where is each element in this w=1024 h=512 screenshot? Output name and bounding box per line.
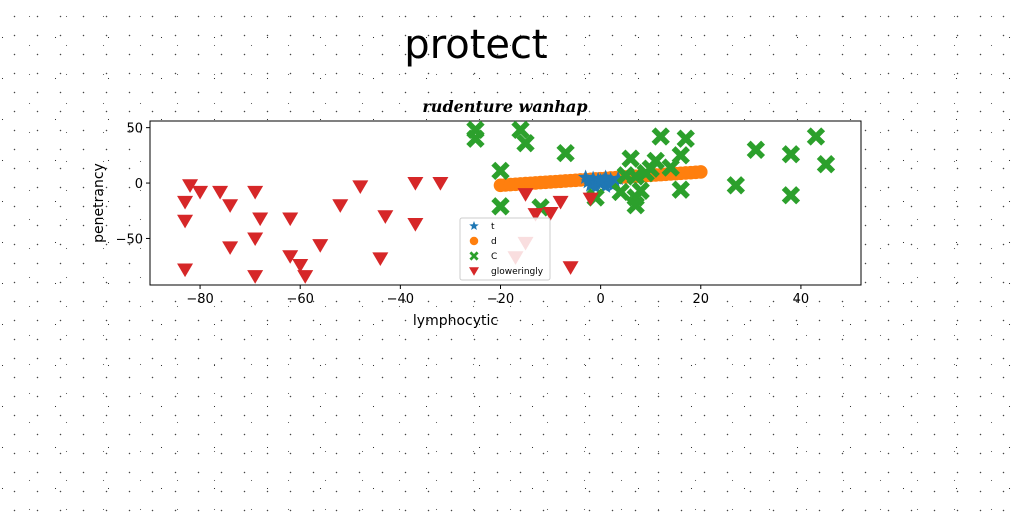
point-c [806,127,826,146]
x-axis-label: lymphocytic [413,313,498,329]
point-d [693,165,708,179]
point-t [578,169,594,184]
point-c [646,151,665,171]
x-tick-label: −60 [286,292,313,307]
point-gloweringly [432,177,449,191]
point-t [598,169,614,184]
y-tick-label: −50 [116,232,143,247]
point-gloweringly [222,199,239,213]
point-gloweringly [247,232,264,247]
point-c [676,129,695,148]
point-gloweringly [552,195,569,210]
x-tick-label: 0 [596,292,604,307]
legend-marker-gloweringly [469,267,479,276]
legend-marker-c [469,251,479,261]
chart-title: rudenture wanhap [422,97,587,116]
point-t [583,177,599,192]
point-gloweringly [252,212,269,227]
point-t [610,170,626,186]
point-gloweringly [562,261,579,275]
legend-marker-d [469,236,479,246]
point-c [651,127,670,146]
point-gloweringly [247,185,264,200]
point-c [611,182,630,202]
point-gloweringly [332,199,349,213]
point-c [726,176,745,195]
x-tick-label: 40 [793,292,810,307]
point-c [511,120,530,140]
y-tick-label: 0 [135,177,143,192]
point-gloweringly [177,214,194,229]
point-gloweringly [222,241,239,255]
legend-label-gloweringly: gloweringly [491,267,544,277]
point-t [593,172,609,188]
point-c [626,196,645,215]
legend-label-t: t [491,222,495,232]
point-gloweringly [182,179,199,193]
point-c [781,145,801,164]
x-tick-label: −20 [487,292,514,307]
point-c [816,155,836,174]
point-c [491,197,510,216]
point-c [661,158,680,177]
point-c [631,181,650,200]
point-t [580,173,596,189]
point-t [603,176,619,191]
point-c [746,140,766,159]
y-axis-label: penetrancy [91,163,107,243]
x-tick-label: −40 [387,292,414,307]
legend-box [459,217,551,281]
point-c [616,166,635,185]
point-gloweringly [192,185,209,200]
point-t [588,179,604,194]
point-gloweringly [527,208,544,222]
point-gloweringly [377,210,394,224]
point-gloweringly [292,259,309,273]
point-gloweringly [177,195,194,210]
point-gloweringly [407,218,424,232]
point-c [466,129,485,148]
point-gloweringly [212,185,229,200]
point-gloweringly [582,192,599,207]
point-gloweringly [282,250,299,264]
y-tick-label: 50 [126,122,143,137]
page-title: protect [404,22,548,68]
point-gloweringly [282,212,299,227]
point-gloweringly [177,263,194,278]
point-c [516,133,535,153]
point-gloweringly [407,177,424,191]
point-gloweringly [352,180,369,194]
point-c [621,149,640,168]
legend-marker-t [469,221,479,230]
point-c [671,180,690,199]
point-gloweringly [542,206,559,221]
point-gloweringly [372,252,389,267]
point-gloweringly [517,188,534,202]
legend-label-d: d [491,237,497,247]
x-tick-label: −80 [186,292,213,307]
point-c [556,143,575,163]
legend-label-c: C [491,252,497,262]
point-c [781,186,801,205]
point-c [491,161,510,181]
x-tick-label: 20 [693,292,710,307]
point-gloweringly [247,270,264,284]
point-gloweringly [312,239,329,253]
point-gloweringly [297,270,314,284]
